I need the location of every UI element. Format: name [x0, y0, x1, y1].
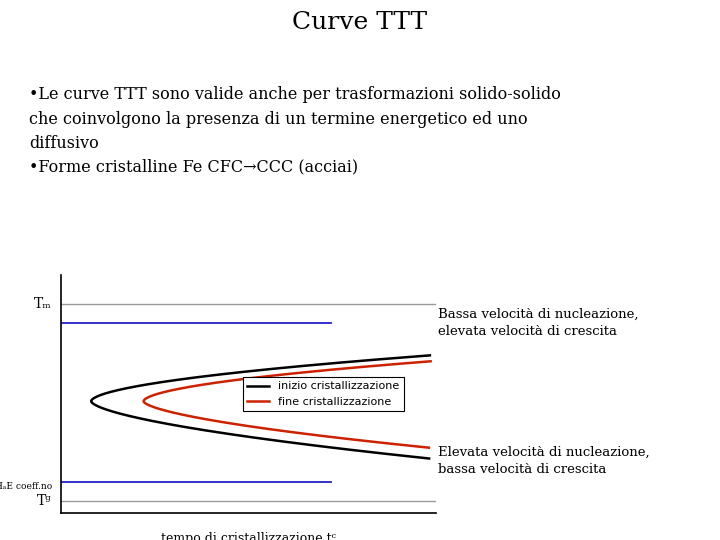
Text: Tₘ: Tₘ [34, 297, 52, 311]
Text: Curve TTT: Curve TTT [292, 11, 428, 34]
Text: Tᵍ: Tᵍ [37, 494, 52, 508]
Text: •Le curve TTT sono valide anche per trasformazioni solido-solido
che coinvolgono: •Le curve TTT sono valide anche per tras… [29, 86, 561, 176]
Text: tempo di cristallizzazione tᶜ: tempo di cristallizzazione tᶜ [161, 532, 336, 540]
Text: Elevata velocità di nucleazione,
bassa velocità di crescita: Elevata velocità di nucleazione, bassa v… [438, 446, 649, 476]
Text: HₐE coeff.no: HₐE coeff.no [0, 482, 52, 491]
Text: Bassa velocità di nucleazione,
elevata velocità di crescita: Bassa velocità di nucleazione, elevata v… [438, 308, 638, 338]
Legend: inizio cristallizzazione, fine cristallizzazione: inizio cristallizzazione, fine cristalli… [243, 377, 404, 411]
